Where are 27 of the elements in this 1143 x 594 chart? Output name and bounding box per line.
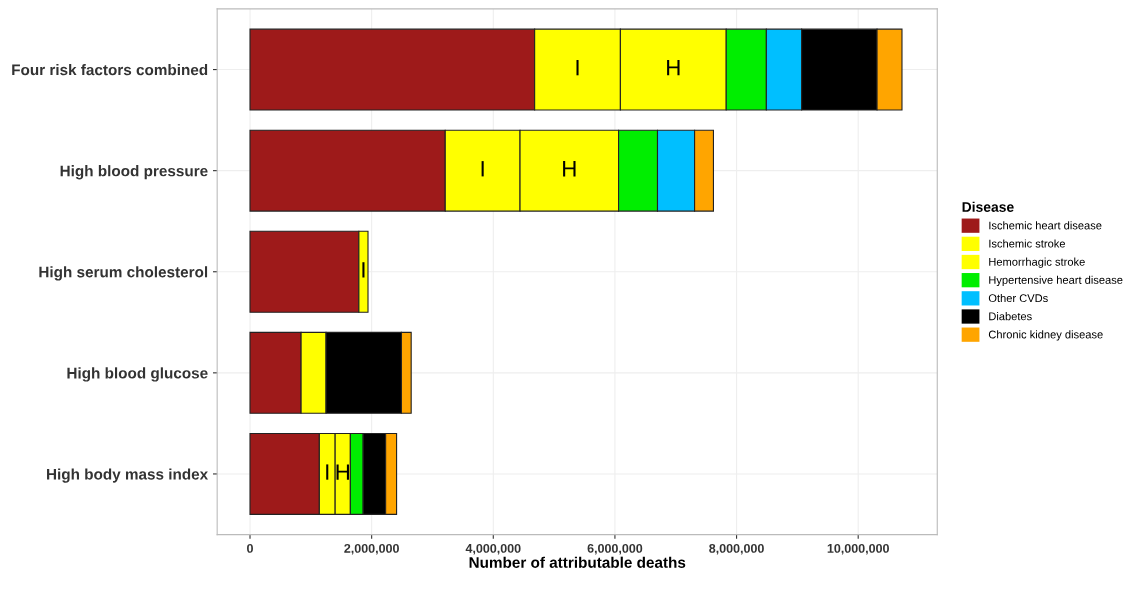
x-tick-label: 6,000,000 [587,543,643,555]
legend-title: Disease [962,201,1014,212]
x-axis-title: Number of attributable deaths [469,556,686,568]
legend-label: Hemorrhagic stroke [989,257,1085,268]
legend-label: Chronic kidney disease [988,330,1103,341]
y-tick-label: High body mass index [47,468,209,483]
x-tick-label: 4,000,000 [465,543,521,555]
y-tick-label: Four risk factors combined [12,64,208,76]
annotation: I [576,60,579,76]
legend-label: Diabetes [989,312,1032,321]
y-tick-label: High blood pressure [60,165,208,180]
y-tick-label: High serum cholesterol [39,266,208,281]
annotation: H [667,60,680,76]
legend-label: Other CVDs [988,293,1048,303]
legend-label: Hypertensive heart disease [989,275,1123,287]
x-tick-label: 2,000,000 [344,543,399,555]
annotation: I [326,464,329,480]
legend-label: Ischemic heart disease [989,221,1102,230]
annotation: H [336,464,349,480]
annotation: I [362,262,365,278]
y-tick-label: High blood glucose [67,367,208,382]
x-tick-label: 0 [247,543,253,553]
x-tick-label: 10,000,000 [827,543,889,555]
x-tick-label: 8,000,000 [709,543,764,555]
legend-label: Ischemic stroke [989,239,1066,248]
annotation: H [563,161,576,177]
annotation: I [481,161,484,177]
